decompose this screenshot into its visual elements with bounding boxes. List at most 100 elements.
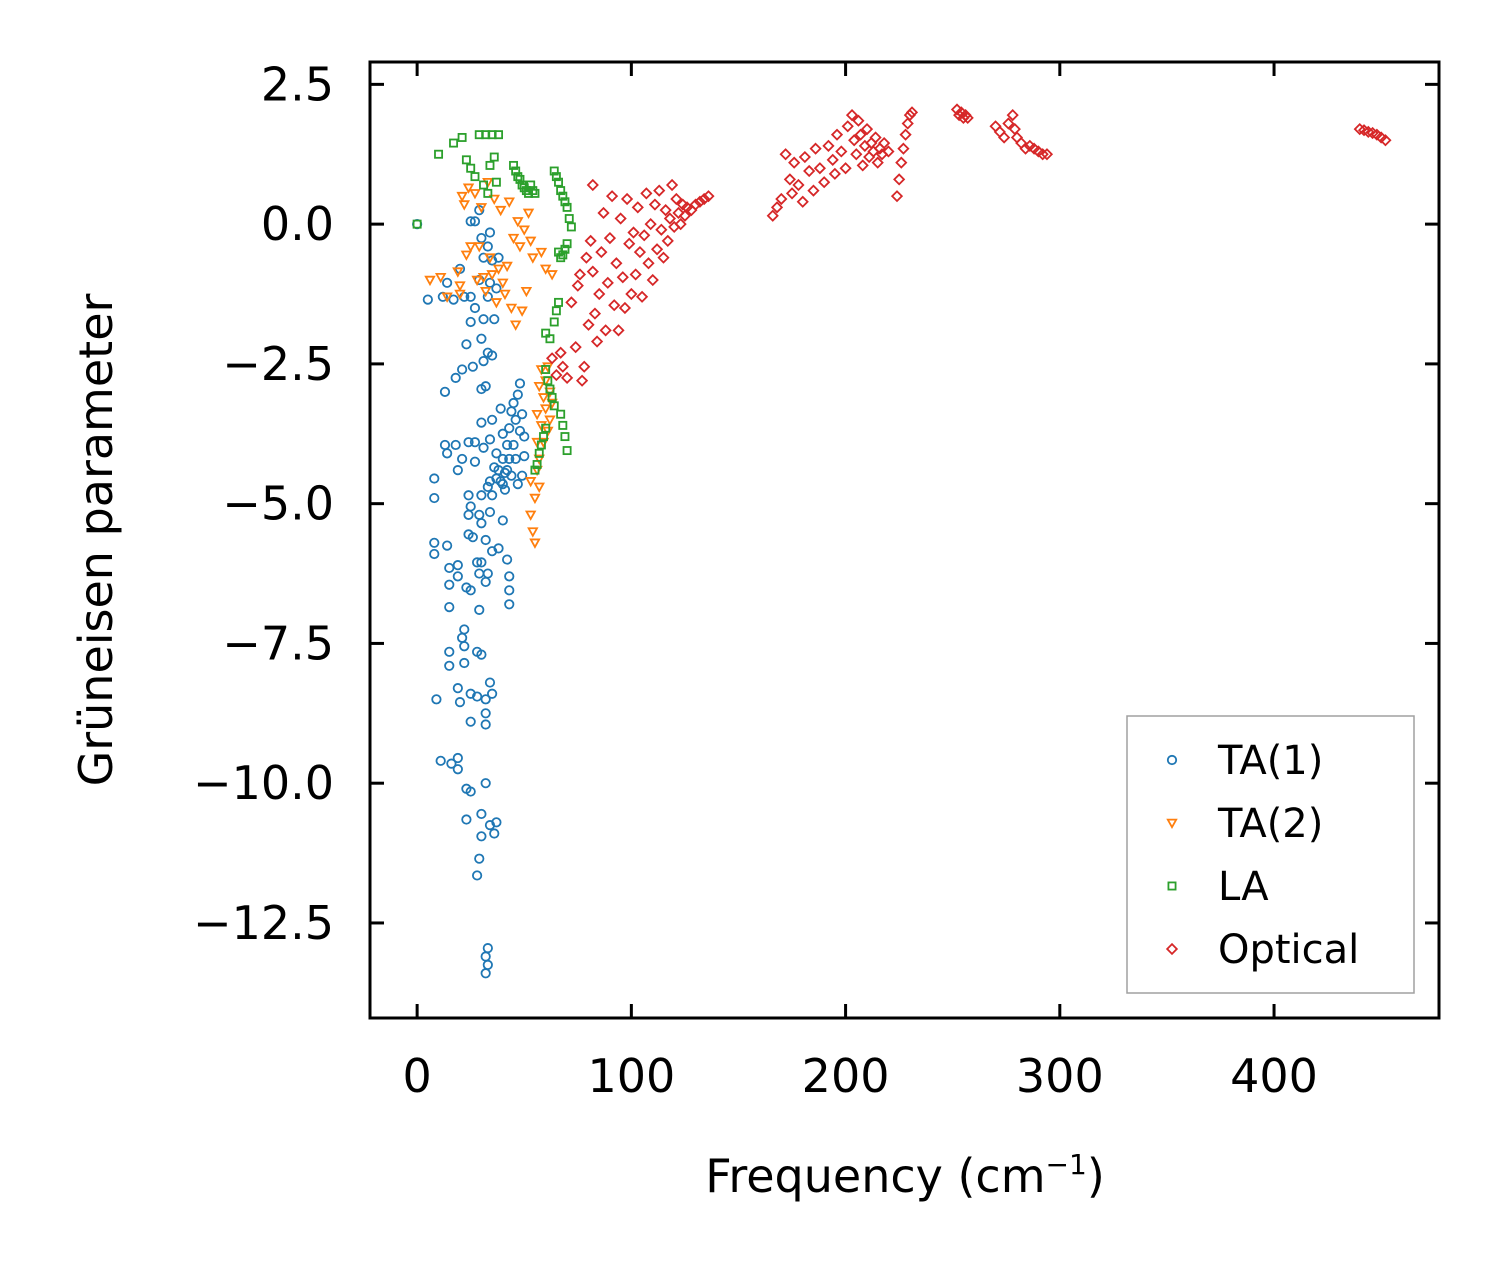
data-point [533, 381, 545, 393]
data-point [614, 212, 627, 225]
data-point [469, 456, 481, 467]
data-point [554, 297, 563, 307]
data-point [469, 189, 481, 200]
data-point [472, 870, 483, 881]
data-point [511, 166, 521, 176]
data-point [539, 432, 548, 442]
data-point [434, 272, 447, 284]
data-point [494, 130, 504, 140]
data-point [461, 155, 471, 165]
data-point [506, 406, 517, 417]
data-point [998, 131, 1011, 144]
data-point [1002, 117, 1015, 130]
data-point [472, 691, 483, 702]
data-point [653, 184, 666, 197]
legend-label: TA(2) [1217, 801, 1323, 847]
data-point [497, 428, 508, 439]
data-point [487, 490, 498, 501]
data-point [560, 244, 570, 254]
data-point [848, 134, 861, 147]
data-point [845, 109, 859, 122]
data-point [480, 719, 491, 730]
data-point [544, 415, 556, 426]
data-point [491, 448, 502, 459]
data-point [822, 139, 835, 152]
data-point [439, 386, 451, 397]
series-optical [545, 103, 1392, 387]
data-point [640, 187, 653, 200]
data-point [536, 440, 546, 450]
data-point [605, 190, 619, 203]
data-point [465, 291, 476, 302]
data-point [444, 660, 455, 671]
data-point [483, 188, 493, 198]
data-point [578, 360, 591, 373]
data-point [452, 571, 463, 582]
data-point [504, 571, 515, 582]
data-point [689, 198, 702, 211]
data-point [514, 242, 526, 253]
data-point [616, 271, 629, 284]
data-point [537, 393, 550, 404]
data-point [502, 439, 513, 451]
data-point [618, 301, 632, 315]
data-point [678, 209, 692, 222]
data-point [452, 764, 463, 775]
legend-label: Optical [1218, 927, 1359, 973]
plot-frame [368, 60, 1441, 1020]
ticks-layer: 0 100 200 300 400 2.5 0.0 −2.5 −5.0 −7.5 −10.0 −12.… [193, 57, 1439, 1103]
data-point [603, 232, 617, 245]
data-point [566, 222, 576, 232]
data-point [476, 490, 487, 501]
x-axis-label: Frequency (cm−1) [705, 1148, 1105, 1203]
data-point [488, 194, 500, 206]
data-point [535, 421, 548, 432]
data-point [593, 287, 606, 301]
data-point [480, 694, 491, 705]
data-point [431, 694, 442, 705]
data-point [465, 716, 476, 727]
data-point [476, 649, 487, 660]
data-point [489, 828, 500, 839]
data-point [504, 453, 515, 465]
data-point [480, 968, 491, 979]
series-la [412, 130, 576, 475]
data-point [458, 200, 470, 211]
data-point [465, 501, 476, 512]
data-point [633, 245, 647, 259]
data-point [493, 543, 504, 554]
data-point [850, 148, 863, 161]
data-point [650, 243, 664, 256]
data-point [775, 192, 788, 206]
data-point [474, 853, 485, 864]
data-point [792, 178, 805, 192]
data-point [503, 197, 515, 208]
data-point [520, 286, 533, 298]
data-point [1379, 134, 1392, 147]
data-point [527, 527, 539, 538]
data-point [905, 106, 919, 119]
data-point [830, 128, 844, 141]
data-point [533, 482, 545, 493]
data-point [465, 316, 476, 328]
data-point [470, 172, 480, 182]
data-point [545, 384, 555, 394]
data-point [670, 192, 683, 206]
data-point [448, 294, 459, 305]
data-point [835, 145, 848, 158]
y-tick-label: −7.5 [222, 616, 334, 670]
data-point [601, 276, 614, 289]
data-point [562, 239, 572, 249]
data-point [556, 360, 569, 373]
data-point [502, 554, 513, 565]
data-point [693, 195, 707, 208]
data-point [422, 294, 433, 305]
data-point [785, 187, 799, 200]
data-point [474, 604, 485, 615]
data-point [841, 120, 854, 133]
data-point [457, 632, 468, 643]
points-layer [412, 103, 1392, 979]
data-point [476, 417, 487, 428]
data-point [466, 163, 476, 173]
data-point [457, 453, 468, 465]
